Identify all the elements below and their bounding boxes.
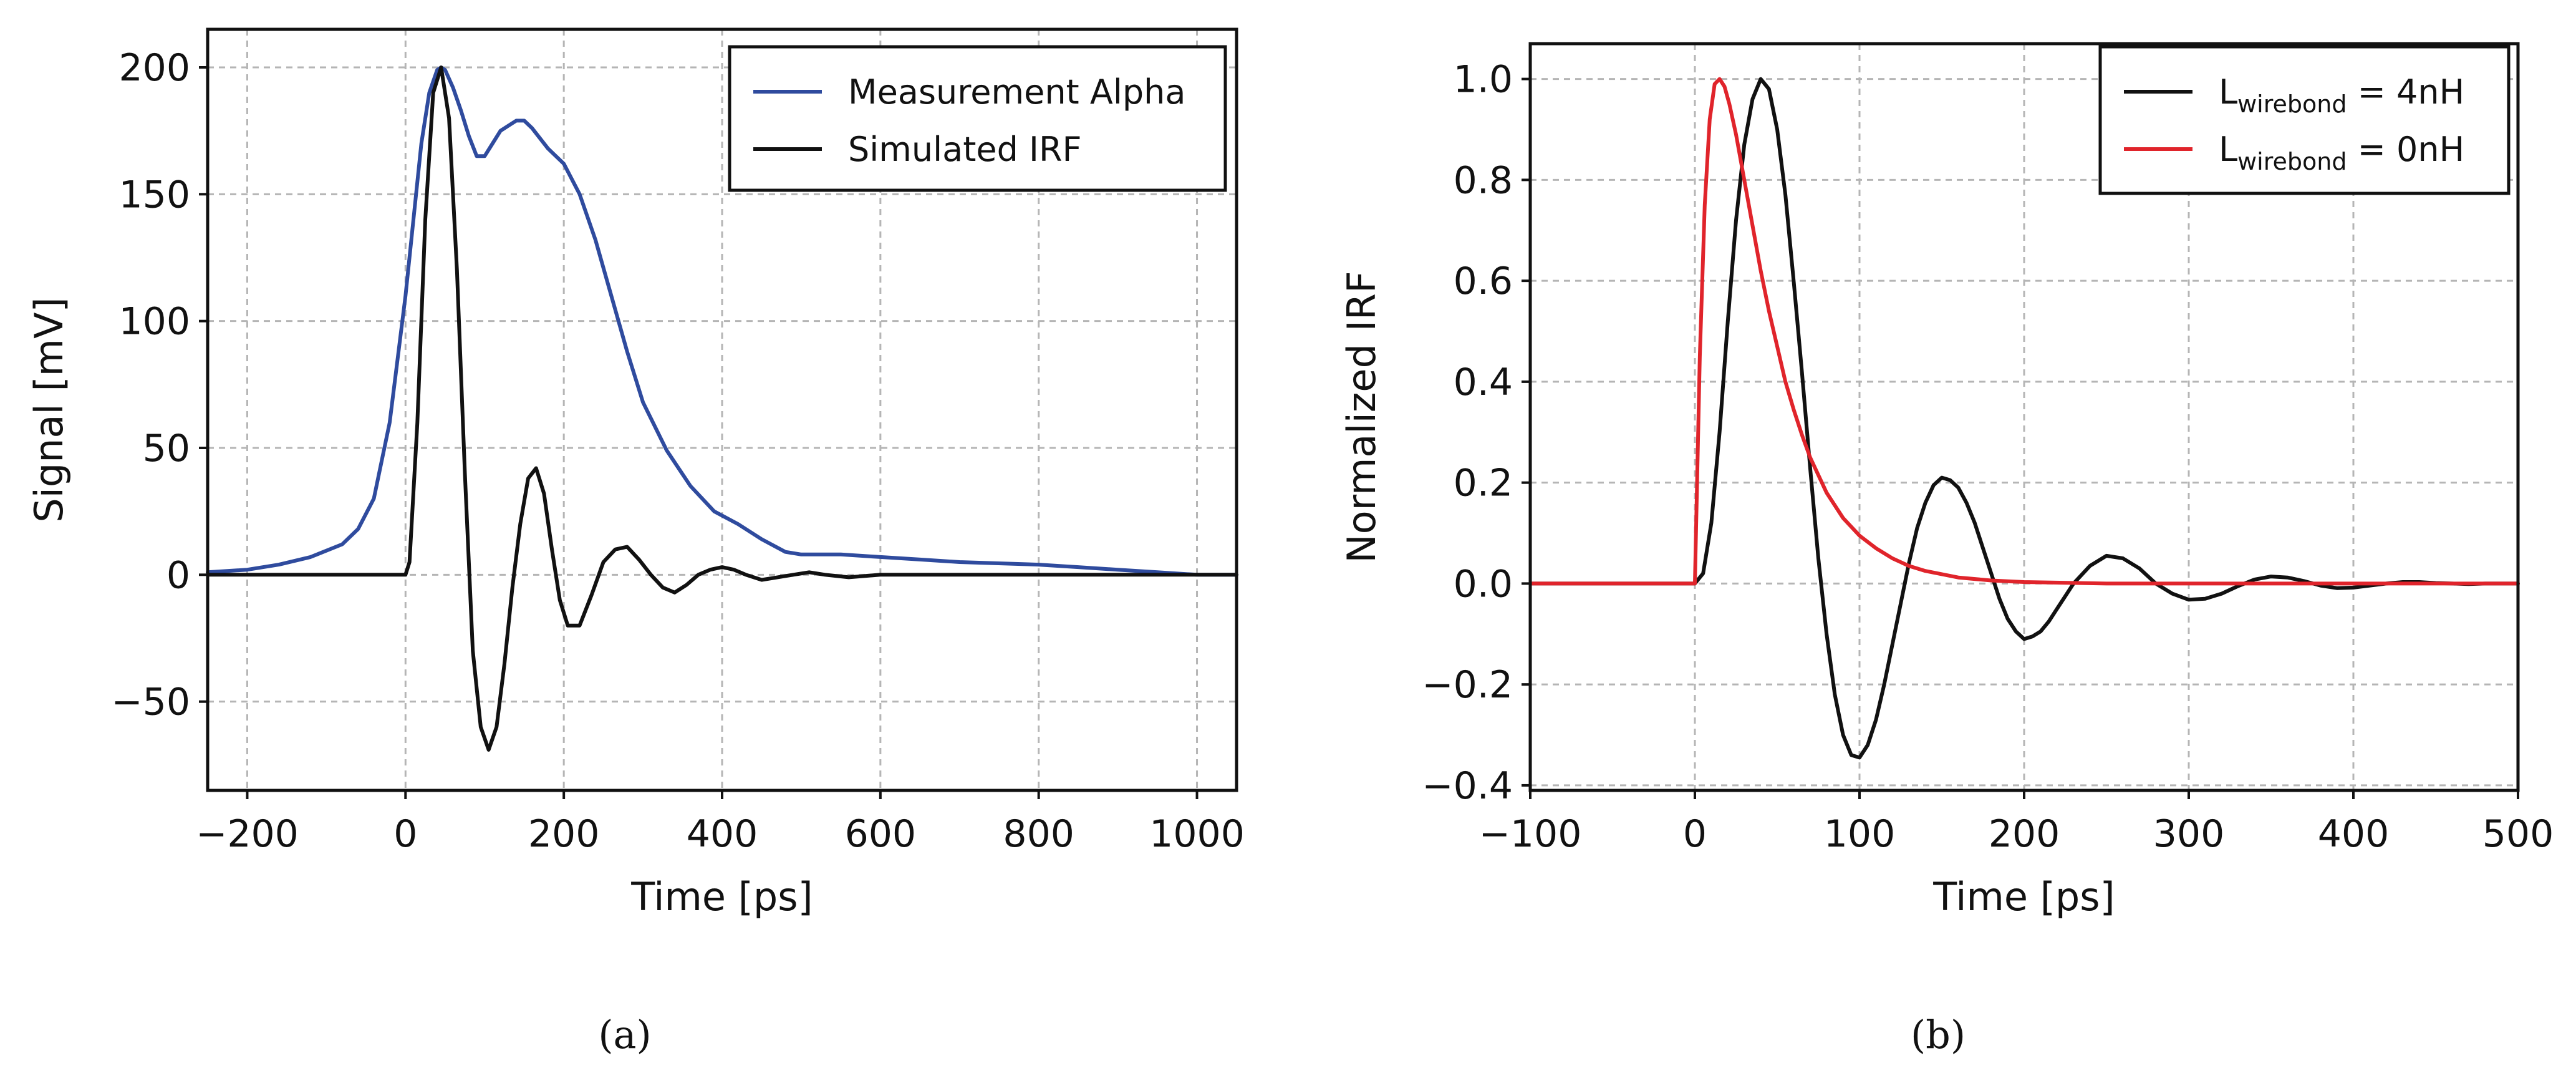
x-tick-label: 1000 xyxy=(1149,812,1245,856)
ticks-b: −100 0 100 200 300 400 500 −0.4 −0.2 0.0 0.2 0.4 0.6… xyxy=(1422,58,2554,856)
x-tick-label: −200 xyxy=(196,812,299,856)
chart-panel-a: −200 0 200 400 600 800 1000 −50 0 50 100 150 200 Tim… xyxy=(26,27,1245,1057)
y-tick-label: −50 xyxy=(111,681,190,724)
series-group-b xyxy=(1528,77,2520,760)
legend-label-1: Measurement Alpha xyxy=(848,72,1185,112)
legend-label-2: Simulated IRF xyxy=(848,130,1082,169)
x-tick-label: 800 xyxy=(1003,812,1074,856)
series-line-2 xyxy=(206,66,1238,752)
x-tick-label: 500 xyxy=(2482,812,2554,856)
x-tick-label: 400 xyxy=(2318,812,2390,856)
y-tick-label: 200 xyxy=(118,46,190,90)
legend-a: Measurement Alpha Simulated IRF xyxy=(728,45,1227,192)
y-axis-label-a: Signal [mV] xyxy=(26,297,72,522)
panel-label-b: (b) xyxy=(1911,1012,1966,1057)
ticks-a: −200 0 200 400 600 800 1000 −50 0 50 100 150 200 xyxy=(111,46,1245,856)
x-tick-label: 200 xyxy=(1989,812,2060,856)
x-tick-label: 0 xyxy=(1683,812,1707,856)
legend-frame xyxy=(728,45,1227,192)
x-tick-label: 200 xyxy=(528,812,600,856)
y-tick-label: 1.0 xyxy=(1454,58,1513,102)
x-tick-label: 0 xyxy=(393,812,417,856)
panel-label-a: (a) xyxy=(598,1012,651,1057)
chart-panel-b: −100 0 100 200 300 400 500 −0.4 −0.2 0.0 0.2 0.4 0.6… xyxy=(1339,42,2554,1057)
y-tick-label: −0.4 xyxy=(1422,764,1513,808)
series-line-2 xyxy=(1528,77,2520,586)
y-tick-label: 0.2 xyxy=(1454,462,1513,505)
x-tick-label: 600 xyxy=(845,812,917,856)
y-tick-label: 0 xyxy=(166,553,190,597)
x-axis-label-b: Time [ps] xyxy=(1932,874,2115,920)
y-tick-label: 50 xyxy=(143,427,190,470)
x-tick-label: 400 xyxy=(687,812,758,856)
y-tick-label: 0.4 xyxy=(1454,361,1513,404)
series-group-a xyxy=(206,66,1238,752)
series-line-1 xyxy=(206,66,1238,577)
x-tick-label: 100 xyxy=(1824,812,1896,856)
y-tick-label: 0.8 xyxy=(1454,158,1513,202)
y-tick-label: 0.0 xyxy=(1454,562,1513,606)
y-axis-label-b: Normalized IRF xyxy=(1339,271,1384,563)
y-tick-label: −0.2 xyxy=(1422,663,1513,707)
y-tick-label: 150 xyxy=(118,173,190,216)
legend-frame xyxy=(2098,45,2511,195)
x-tick-label: 300 xyxy=(2153,812,2225,856)
y-tick-label: 100 xyxy=(118,300,190,344)
y-tick-label: 0.6 xyxy=(1454,260,1513,303)
x-axis-label-a: Time [ps] xyxy=(630,874,813,920)
x-tick-label: −100 xyxy=(1479,812,1582,856)
